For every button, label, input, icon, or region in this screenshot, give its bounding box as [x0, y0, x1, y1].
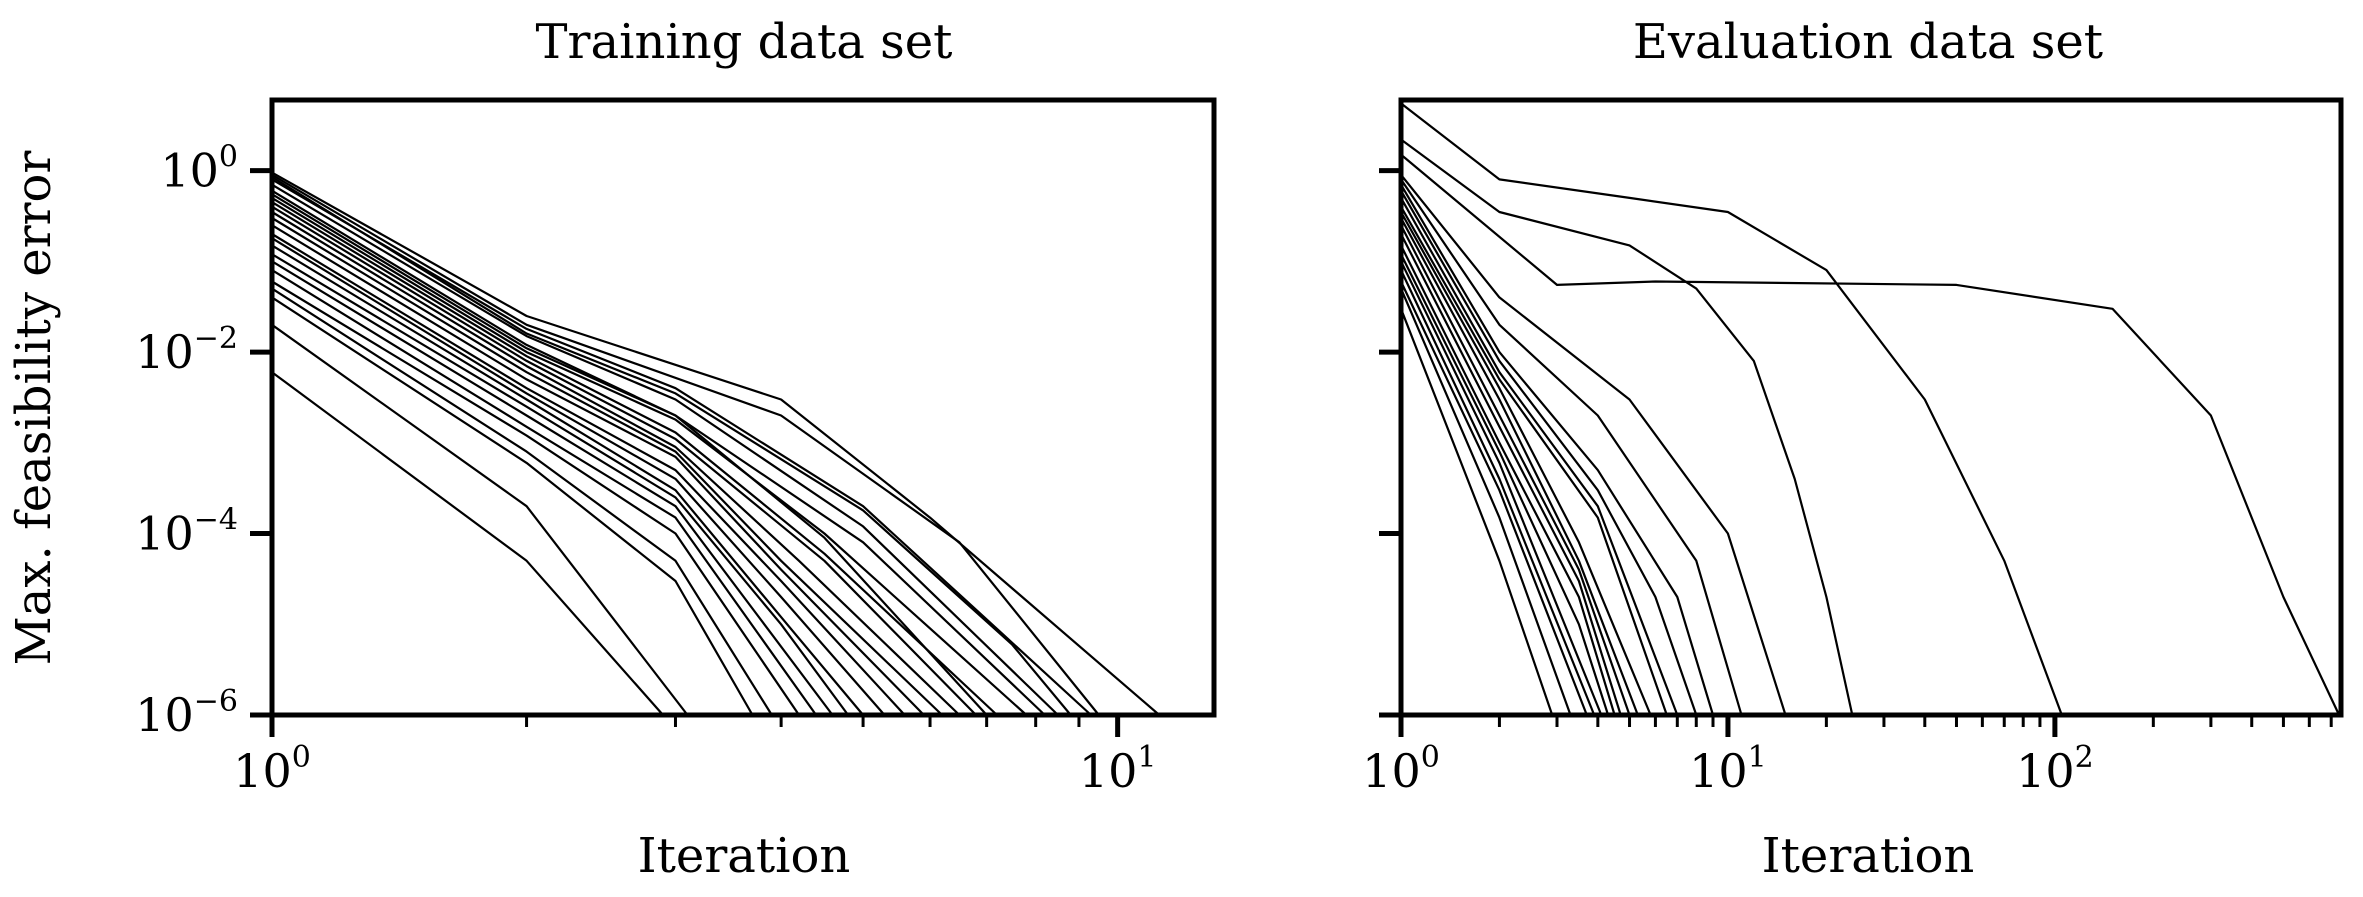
evaluation-xlabel: Iteration	[1762, 828, 1975, 884]
series-line-11	[1400, 224, 1631, 716]
series-line-0	[1400, 102, 2063, 716]
training-major-ticks: 100 101 100 10−2 10−4 10−6	[135, 140, 1156, 798]
series-line-3	[271, 183, 1059, 716]
series-line-3	[1400, 174, 1787, 716]
series-line-7	[271, 205, 977, 716]
series-line-2	[271, 178, 1092, 716]
evaluation-title: Evaluation data set	[1633, 14, 2103, 70]
x-tick-label: 100	[1362, 740, 1440, 798]
y-tick-label: 10−6	[135, 684, 238, 742]
series-line-9	[1400, 211, 1652, 716]
series-line-20	[271, 323, 689, 716]
series-line-22	[271, 176, 1072, 716]
series-line-12	[1400, 233, 1622, 716]
series-line-13	[1400, 244, 1616, 716]
series-line-1	[1400, 138, 1854, 716]
series-line-15	[271, 260, 834, 716]
series-line-1	[271, 173, 1100, 716]
series-line-18	[1399, 288, 1572, 716]
series-line-5	[1400, 184, 1715, 716]
training-series-group	[271, 171, 1161, 716]
evaluation-panel: Evaluation data set Iteration 100 101 102	[1362, 14, 2344, 884]
series-line-6	[271, 201, 998, 716]
series-line-0	[271, 171, 1161, 716]
series-line-4	[1400, 178, 1743, 716]
series-line-6	[1400, 190, 1698, 716]
series-line-15	[1400, 260, 1603, 716]
training-panel: Training data set Max. feasibility error…	[6, 14, 1217, 884]
training-ylabel: Max. feasibility error	[6, 151, 62, 666]
series-line-18	[271, 287, 773, 716]
series-line-8	[1400, 206, 1668, 716]
series-line-17	[271, 280, 800, 716]
series-line-12	[271, 237, 886, 716]
series-line-16	[271, 269, 817, 716]
series-line-10	[1400, 217, 1639, 716]
series-line-17	[1400, 281, 1588, 716]
series-line-9	[271, 217, 943, 716]
training-xlabel: Iteration	[638, 828, 851, 884]
series-line-19	[1399, 308, 1554, 716]
series-line-8	[271, 211, 961, 716]
evaluation-series-group	[1399, 102, 2341, 716]
series-line-14	[271, 253, 849, 716]
series-line-10	[271, 224, 925, 716]
evaluation-major-ticks: 100 101 102	[1362, 168, 2094, 798]
evaluation-plot-frame	[1398, 97, 2344, 718]
series-line-13	[271, 244, 864, 716]
training-plot-frame	[269, 97, 1217, 718]
training-title: Training data set	[536, 14, 953, 70]
y-tick-label: 100	[160, 140, 238, 198]
series-line-5	[271, 196, 1028, 716]
series-line-11	[271, 233, 906, 716]
series-line-23	[271, 193, 988, 716]
series-line-16	[1400, 269, 1596, 716]
y-tick-label: 10−4	[135, 503, 238, 561]
x-tick-label: 101	[1689, 740, 1767, 798]
series-line-21	[271, 371, 664, 716]
series-line-2	[1400, 153, 2341, 716]
x-tick-label: 101	[1079, 740, 1157, 798]
x-tick-label: 100	[233, 740, 311, 798]
series-line-19	[271, 296, 754, 716]
series-line-7	[1400, 197, 1679, 716]
series-line-14	[1400, 253, 1610, 716]
x-tick-label: 102	[2016, 740, 2094, 798]
y-tick-label: 10−2	[135, 321, 238, 379]
